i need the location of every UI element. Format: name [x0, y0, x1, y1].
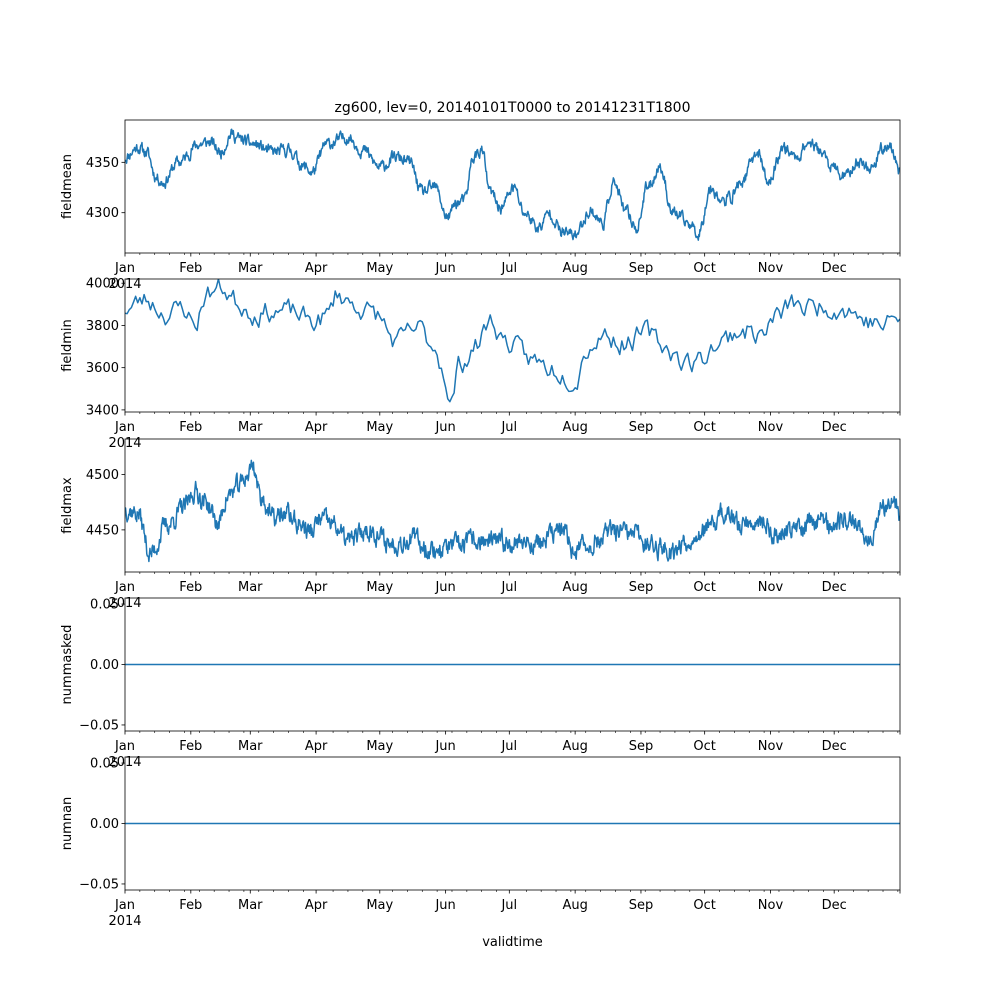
- x-tick-label-sep: Sep: [629, 261, 654, 276]
- x-tick-label-apr: Apr: [305, 739, 328, 754]
- y-tick-label: 4300: [86, 206, 119, 221]
- nummasked-y-axis-label: nummasked: [60, 625, 75, 705]
- x-tick-label-jun: Jun: [434, 580, 455, 595]
- fieldmean-y-axis-label: fieldmean: [60, 154, 75, 219]
- x-tick-label-aug: Aug: [562, 580, 587, 595]
- y-tick-label: 0.05: [90, 757, 119, 772]
- y-tick-label: 0.00: [90, 658, 119, 673]
- x-tick-label-aug: Aug: [562, 261, 587, 276]
- x-tick-label-dec: Dec: [822, 739, 847, 754]
- x-tick-label-jul: Jul: [500, 420, 517, 435]
- y-tick-label: 4000: [86, 277, 119, 292]
- x-tick-label-nov: Nov: [758, 580, 784, 595]
- x-tick-label-feb: Feb: [179, 420, 202, 435]
- x-tick-label-oct: Oct: [693, 898, 715, 913]
- fieldmax-y-axis-label: fieldmax: [60, 477, 75, 534]
- x-tick-label-jan: Jan: [114, 739, 135, 754]
- x-tick-label-jan: Jan: [114, 580, 135, 595]
- x-tick-label-jul: Jul: [500, 261, 517, 276]
- fieldmin-axes-frame: [124, 278, 901, 413]
- y-tick-label: 3600: [86, 361, 119, 376]
- x-tick-label-may: May: [366, 420, 393, 435]
- x-tick-label-feb: Feb: [179, 261, 202, 276]
- x-tick-label-jan: Jan: [114, 261, 135, 276]
- subplot-nummasked: Jan Feb Mar Apr May Jun Jul Aug Sep Oct Nov Dec2014…: [60, 598, 901, 770]
- x-tick-label-dec: Dec: [822, 420, 847, 435]
- fieldmax-series-line: [125, 459, 900, 563]
- x-tick-label-oct: Oct: [693, 580, 715, 595]
- x-tick-label-feb: Feb: [179, 580, 202, 595]
- x-tick-label-sep: Sep: [629, 739, 654, 754]
- x-tick-label-oct: Oct: [693, 261, 715, 276]
- y-tick-label: 3400: [86, 403, 119, 418]
- x-tick-label-jul: Jul: [500, 898, 517, 913]
- numnan-y-axis-label: numnan: [60, 797, 75, 851]
- fieldmean-series-line: [125, 128, 900, 241]
- x-tick-label-oct: Oct: [693, 739, 715, 754]
- x-tick-label-apr: Apr: [305, 898, 328, 913]
- x-tick-label-apr: Apr: [305, 580, 328, 595]
- y-tick-label: 4350: [86, 156, 119, 171]
- y-tick-label: 0.05: [90, 598, 119, 613]
- x-tick-label-jun: Jun: [434, 898, 455, 913]
- subplot-stack: Jan Feb Mar Apr May Jun Jul Aug Sep Oct Nov Dec 2014…: [60, 119, 901, 929]
- x-tick-label-jun: Jun: [434, 420, 455, 435]
- y-tick-label: 4450: [86, 523, 119, 538]
- fieldmin-series-line: [125, 279, 900, 403]
- x-tick-label-mar: Mar: [238, 261, 263, 276]
- x-tick-label-mar: Mar: [238, 580, 263, 595]
- x-tick-label-jul: Jul: [500, 739, 517, 754]
- x-tick-label-jun: Jun: [434, 261, 455, 276]
- figure-title: zg600, lev=0, 20140101T0000 to 20141231T…: [334, 100, 690, 116]
- x-tick-label-may: May: [366, 739, 393, 754]
- x-tick-label-sep: Sep: [629, 580, 654, 595]
- x-tick-label-dec: Dec: [822, 261, 847, 276]
- y-tick-label: −0.05: [79, 718, 119, 733]
- y-tick-label: 0.00: [90, 817, 119, 832]
- x-tick-label-feb: Feb: [179, 898, 202, 913]
- x-tick-label-nov: Nov: [758, 261, 784, 276]
- x-tick-label-aug: Aug: [562, 898, 587, 913]
- x-tick-label-aug: Aug: [562, 739, 587, 754]
- x-tick-label-aug: Aug: [562, 420, 587, 435]
- y-tick-label: 4500: [86, 468, 119, 483]
- x-tick-label-nov: Nov: [758, 739, 784, 754]
- x-tick-label-may: May: [366, 898, 393, 913]
- x-tick-label-dec: Dec: [822, 898, 847, 913]
- fieldmean-axes-frame: [124, 119, 901, 254]
- x-tick-label-nov: Nov: [758, 420, 784, 435]
- x-tick-label-jan: Jan: [114, 420, 135, 435]
- x-year-label: 2014: [108, 914, 141, 929]
- fieldmax-axes-frame: [124, 438, 901, 573]
- x-tick-label-may: May: [366, 580, 393, 595]
- x-tick-label-jan: Jan: [114, 898, 135, 913]
- x-tick-label-may: May: [366, 261, 393, 276]
- x-tick-label-mar: Mar: [238, 898, 263, 913]
- x-tick-label-sep: Sep: [629, 898, 654, 913]
- x-tick-label-oct: Oct: [693, 420, 715, 435]
- x-tick-label-dec: Dec: [822, 580, 847, 595]
- x-tick-label-apr: Apr: [305, 261, 328, 276]
- x-tick-label-apr: Apr: [305, 420, 328, 435]
- fieldmin-y-axis-label: fieldmin: [60, 319, 75, 372]
- x-axis-label: validtime: [482, 935, 543, 950]
- y-tick-label: −0.05: [79, 877, 119, 892]
- x-tick-label-feb: Feb: [179, 739, 202, 754]
- x-tick-label-jul: Jul: [500, 580, 517, 595]
- x-tick-label-jun: Jun: [434, 739, 455, 754]
- x-tick-label-mar: Mar: [238, 739, 263, 754]
- y-tick-label: 3800: [86, 319, 119, 334]
- x-tick-label-nov: Nov: [758, 898, 784, 913]
- x-tick-label-mar: Mar: [238, 420, 263, 435]
- subplot-numnan: Jan Feb Mar Apr May Jun Jul Aug Sep Oct Nov Dec 2014…: [60, 757, 901, 929]
- x-tick-label-sep: Sep: [629, 420, 654, 435]
